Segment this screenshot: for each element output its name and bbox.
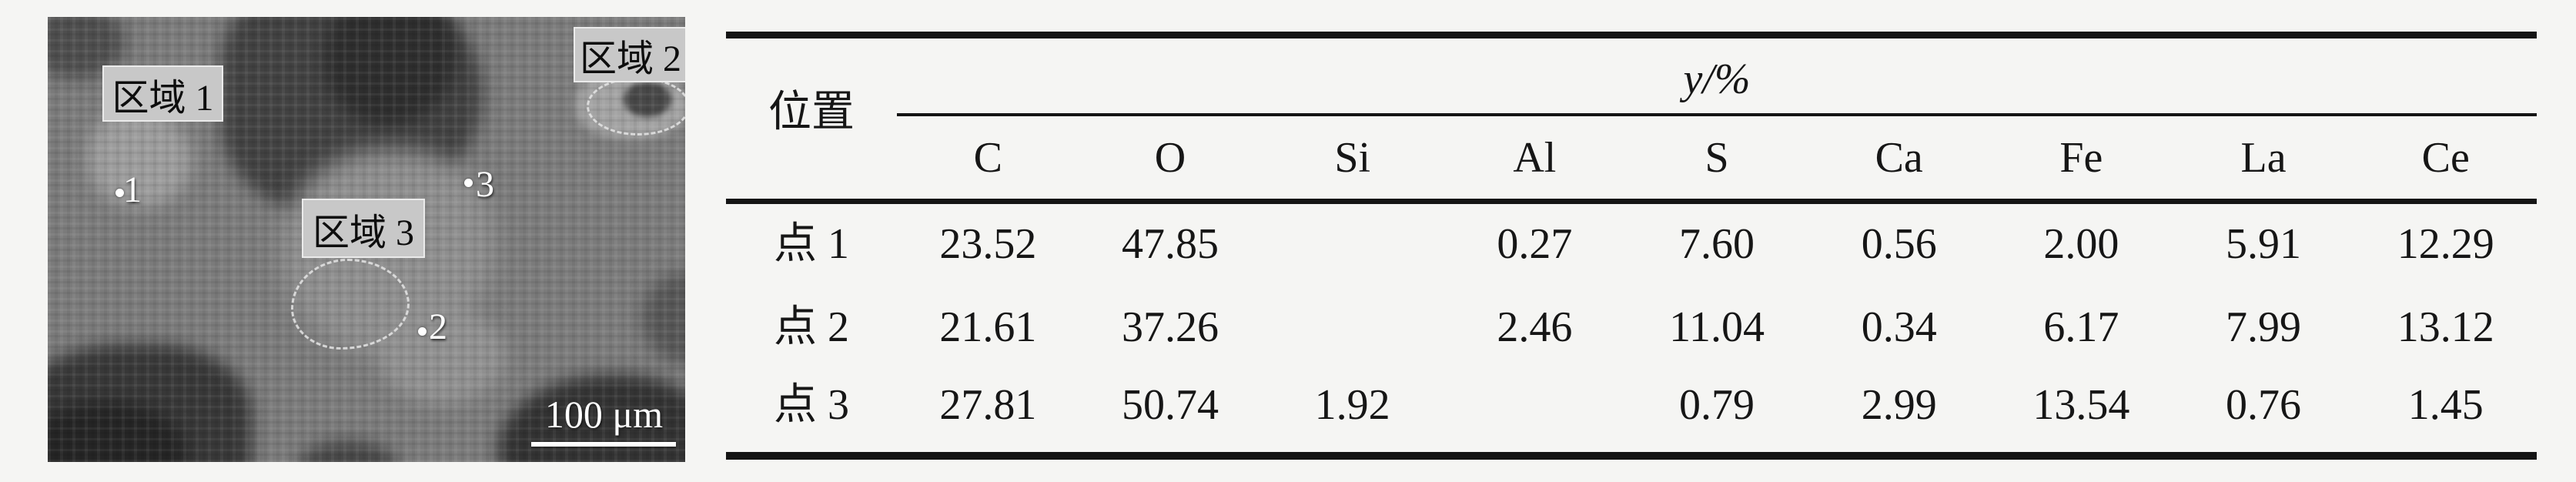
cell-Si — [1261, 223, 1444, 266]
region-3-dashed-outline — [291, 259, 410, 350]
cell-S: 7.60 — [1679, 220, 1755, 268]
cell-O: 37.26 — [1122, 303, 1219, 351]
point-3-label: 3 — [476, 164, 494, 205]
table-top-rule — [726, 32, 2537, 38]
cell-Ce: 1.45 — [2407, 381, 2484, 429]
row-label: 点 1 — [774, 220, 849, 268]
cell-Ca: 2.99 — [1861, 381, 1937, 429]
cell-Fe: 13.54 — [2032, 381, 2130, 429]
table-row: 点 2 21.61 37.26 2.46 11.04 0.34 6.17 7.9… — [726, 306, 2537, 349]
region-label-1: 区域 1 — [102, 65, 223, 122]
column-header-C: C — [973, 134, 1003, 182]
scale-bar — [531, 442, 676, 447]
cell-La: 7.99 — [2226, 303, 2302, 351]
table-spanner-rule — [897, 113, 2537, 116]
column-header-La: La — [2240, 134, 2287, 182]
point-2-label: 2 — [429, 306, 447, 347]
row-label: 点 2 — [774, 303, 849, 351]
table-row: 点 3 27.81 50.74 1.92 0.79 2.99 13.54 0.7… — [726, 383, 2537, 427]
cell-C: 21.61 — [939, 303, 1037, 351]
cell-Si: 1.92 — [1314, 381, 1390, 429]
region-label-2-text: 区域 2 — [579, 38, 681, 79]
region-2-dashed-outline — [587, 77, 685, 136]
scale-bar-label: 100 μm — [544, 393, 664, 436]
cell-S: 0.79 — [1679, 381, 1755, 429]
cell-Ce: 13.12 — [2397, 303, 2494, 351]
column-header-Al: Al — [1513, 134, 1557, 182]
point-2-dot-icon — [418, 327, 427, 336]
cell-O: 47.85 — [1122, 220, 1219, 268]
mass-fraction-spanner-header: y/% — [1683, 55, 1751, 103]
cell-S: 11.04 — [1669, 303, 1765, 351]
region-label-1-text: 区域 1 — [112, 77, 214, 119]
region-label-2: 区域 2 — [574, 27, 685, 82]
point-3-dot-icon — [464, 179, 473, 187]
sem-micrograph: 区域 1 区域 2 区域 3 1 2 3 100 μm — [48, 17, 685, 462]
column-header-Si: Si — [1334, 134, 1371, 182]
cell-Ca: 0.34 — [1861, 303, 1937, 351]
column-header-Ce: Ce — [2421, 134, 2470, 182]
cell-C: 23.52 — [939, 220, 1037, 268]
eds-composition-table: 位置 y/% C O Si Al S Ca Fe La Ce 点 1 23.52… — [726, 0, 2537, 482]
column-header-S: S — [1705, 134, 1729, 182]
table-header-bottom-rule — [726, 199, 2537, 204]
column-header-Fe: Fe — [2059, 134, 2103, 182]
light-particle-region-1 — [88, 111, 192, 207]
cell-Ca: 0.56 — [1861, 220, 1937, 268]
cell-Al — [1444, 383, 1626, 427]
cell-Fe: 6.17 — [2043, 303, 2119, 351]
element-header-row: C O Si Al S Ca Fe La Ce — [897, 136, 2537, 179]
cell-Al: 2.46 — [1497, 303, 1573, 351]
cell-Al: 0.27 — [1497, 220, 1573, 268]
cell-La: 5.91 — [2226, 220, 2302, 268]
column-header-O: O — [1154, 134, 1186, 182]
point-1-label: 1 — [123, 169, 142, 210]
region-label-3-text: 区域 3 — [312, 212, 414, 253]
point-1-dot-icon — [115, 189, 124, 197]
cell-C: 27.81 — [939, 381, 1037, 429]
column-header-Ca: Ca — [1875, 134, 1923, 182]
row-label: 点 3 — [774, 381, 849, 429]
cell-Si — [1261, 306, 1444, 349]
cell-Ce: 12.29 — [2397, 220, 2494, 268]
position-column-header: 位置 — [768, 89, 855, 136]
table-bottom-rule — [726, 452, 2537, 460]
cell-Fe: 2.00 — [2043, 220, 2119, 268]
table-row: 点 1 23.52 47.85 0.27 7.60 0.56 2.00 5.91… — [726, 223, 2537, 266]
cell-La: 0.76 — [2226, 381, 2302, 429]
region-label-3: 区域 3 — [302, 199, 425, 258]
cell-O: 50.74 — [1122, 381, 1219, 429]
